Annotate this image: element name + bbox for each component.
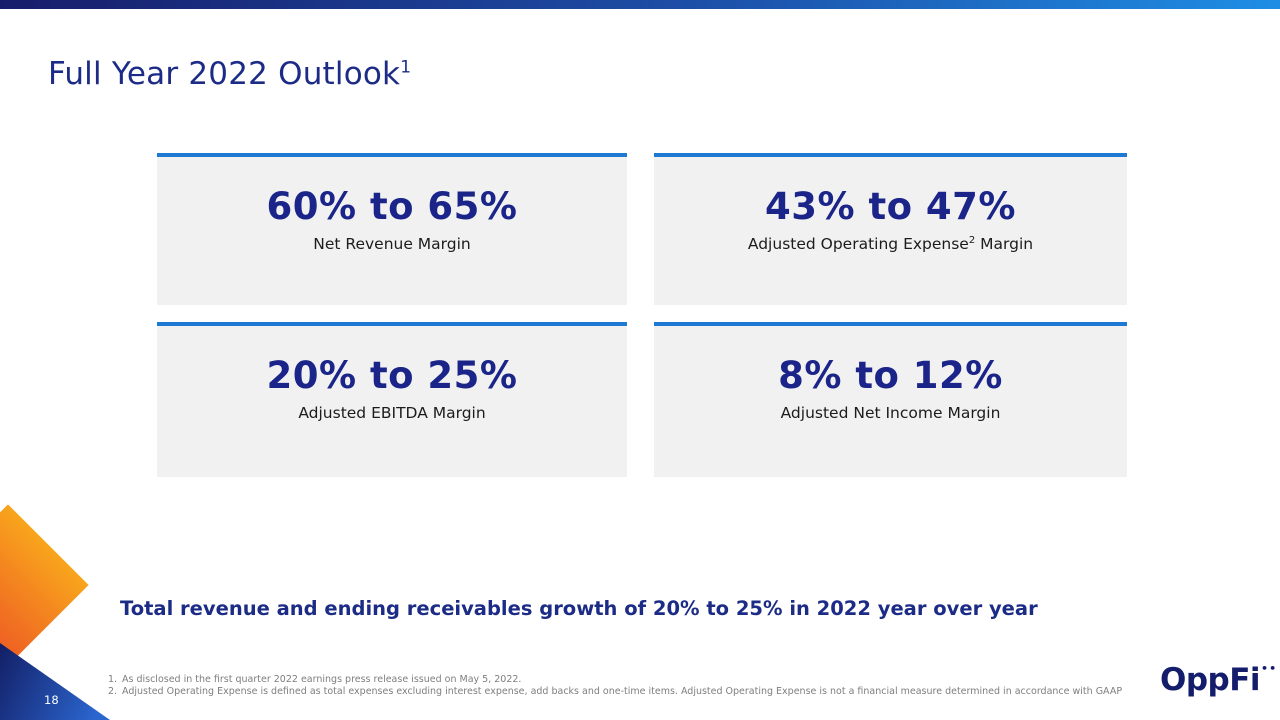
- metric-value: 20% to 25%: [266, 354, 518, 397]
- footnote-number: 1.: [108, 674, 118, 685]
- logo-dots: ••: [1261, 662, 1278, 675]
- footnotes: 1. As disclosed in the first quarter 202…: [108, 674, 1122, 697]
- highlight-statement: Total revenue and ending receivables gro…: [120, 597, 1038, 620]
- metric-label: Adjusted Net Income Margin: [654, 404, 1127, 422]
- metric-card-adjusted-net-income-margin: 8% to 12% Adjusted Net Income Margin: [654, 322, 1127, 477]
- footnote-number: 2.: [108, 685, 118, 697]
- metric-label: Adjusted Operating Expense2 Margin: [654, 235, 1127, 253]
- footnote-text: Adjusted Operating Expense is defined as…: [122, 685, 1123, 697]
- metric-label-text: Net Revenue Margin: [313, 235, 471, 254]
- metric-label-suffix: Margin: [975, 235, 1034, 254]
- metric-card-net-revenue-margin: 60% to 65% Net Revenue Margin: [157, 153, 627, 305]
- oppfi-logo: OppFi••: [1160, 662, 1277, 698]
- metric-value: 60% to 65%: [266, 185, 518, 228]
- top-accent-bar: [0, 0, 1280, 9]
- metric-card-adjusted-ebitda-margin: 20% to 25% Adjusted EBITDA Margin: [157, 322, 627, 477]
- logo-text: OppFi: [1160, 662, 1261, 698]
- metric-value: 43% to 47%: [765, 185, 1016, 228]
- page-number: 18: [44, 693, 59, 707]
- orange-diamond-decoration: [0, 504, 89, 666]
- metric-label: Adjusted EBITDA Margin: [157, 404, 627, 422]
- footnote-item: 1. As disclosed in the first quarter 202…: [108, 674, 1122, 686]
- metric-label-text: Adjusted Net Income Margin: [780, 404, 1001, 423]
- metric-label-footnote-ref: 2: [968, 235, 976, 246]
- title-footnote-ref: 1: [400, 57, 412, 78]
- metric-value: 8% to 12%: [778, 354, 1003, 397]
- metric-card-adjusted-operating-expense-margin: 43% to 47% Adjusted Operating Expense2 M…: [654, 153, 1127, 305]
- page-title: Full Year 2022 Outlook1: [48, 56, 411, 92]
- metric-label-text: Adjusted Operating Expense: [747, 235, 969, 254]
- title-text: Full Year 2022 Outlook: [48, 56, 401, 92]
- metric-label: Net Revenue Margin: [157, 235, 627, 253]
- footnote-item: 2. Adjusted Operating Expense is defined…: [108, 686, 1122, 698]
- metric-label-text: Adjusted EBITDA Margin: [298, 404, 486, 423]
- footnote-text: As disclosed in the first quarter 2022 e…: [122, 674, 522, 685]
